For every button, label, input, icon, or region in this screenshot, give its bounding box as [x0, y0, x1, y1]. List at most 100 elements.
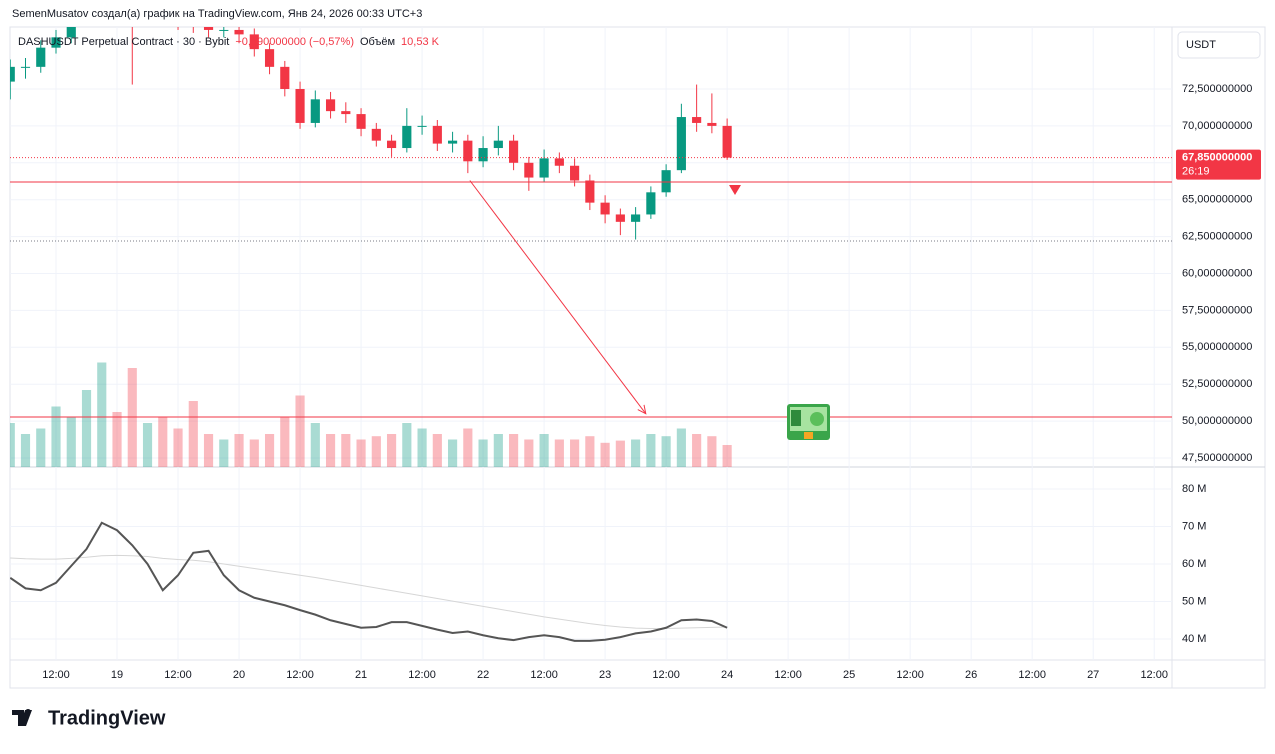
volume-bar — [142, 423, 153, 467]
legend: DASHUSDT Perpetual Contract · 30 · Bybit… — [18, 36, 440, 48]
countdown: 26:19 — [1182, 166, 1210, 178]
last-price-label: 67,850000000 — [1182, 152, 1252, 164]
candle-body — [478, 148, 488, 162]
volume-bar — [722, 445, 732, 467]
currency[interactable]: USDT — [1186, 39, 1216, 51]
volume-bar — [280, 417, 290, 467]
volume-bar — [10, 423, 15, 467]
volume-bar — [356, 439, 366, 467]
volume-bar — [402, 423, 412, 467]
y-tick-label: 47,500000000 — [1182, 452, 1252, 464]
legend-volume-value: 10,53 K — [401, 36, 440, 48]
author-line: SemenMusatov создал(а) график на Trading… — [12, 8, 422, 20]
candle-body — [10, 66, 15, 82]
indicator-line — [10, 521, 728, 642]
candle-body — [509, 140, 519, 163]
volume-bar — [264, 434, 275, 467]
volume-bar — [676, 428, 686, 467]
volume-bar — [188, 401, 198, 467]
x-tick-label: 12:00 — [408, 669, 436, 681]
x-tick-label: 12:00 — [1018, 669, 1046, 681]
volume-bar — [524, 439, 534, 467]
arrow-head — [637, 404, 647, 415]
candle-body — [402, 125, 412, 149]
volume-bar — [112, 412, 122, 467]
candle-body — [20, 66, 31, 68]
x-tick-label: 27 — [1087, 669, 1099, 681]
volume-bar — [417, 428, 427, 467]
candle-body — [51, 37, 61, 48]
ind-tick-label: 40 M — [1182, 633, 1206, 645]
y-tick-label: 72,500000000 — [1182, 83, 1252, 95]
candle-body — [325, 99, 336, 112]
y-tick-label: 52,500000000 — [1182, 378, 1252, 390]
frame — [9, 26, 1266, 689]
volume-bar — [341, 434, 351, 467]
volume-bar — [249, 439, 259, 467]
volume-bar — [615, 440, 625, 467]
volume-bar — [554, 439, 564, 467]
volume-bar — [20, 434, 31, 467]
x-tick-label: 12:00 — [530, 669, 558, 681]
volume-bar — [509, 434, 519, 467]
volume-bar — [158, 417, 168, 467]
x-tick-label: 12:00 — [164, 669, 192, 681]
candle-body — [371, 128, 381, 141]
x-tick-label: 21 — [355, 669, 367, 681]
candle-body — [386, 140, 397, 149]
volume-bar — [310, 423, 320, 467]
alert-marker[interactable] — [729, 185, 741, 195]
y-tick-label: 70,000000000 — [1182, 120, 1252, 132]
main-pane — [10, 23, 1172, 467]
volume-bar — [493, 434, 503, 467]
volume-bar — [478, 439, 488, 467]
candle-body — [310, 99, 320, 123]
candle-body — [585, 180, 595, 203]
currency-box[interactable] — [1177, 31, 1261, 59]
candle-body — [631, 214, 641, 222]
candle-body — [341, 111, 351, 115]
legend-change: −0,390000000 (−0,57%) — [235, 36, 354, 48]
candle-body — [432, 125, 442, 144]
brand[interactable]: TradingView — [48, 707, 166, 729]
x-tick-label: 20 — [233, 669, 245, 681]
candle-body — [539, 158, 549, 178]
volume-bar — [661, 436, 671, 467]
candle-body — [707, 122, 717, 126]
x-tick-label: 25 — [843, 669, 855, 681]
symbol-title[interactable]: DASHUSDT Perpetual Contract · 30 · Bybit — [18, 36, 229, 48]
candle-body — [570, 165, 580, 181]
candle-body — [615, 214, 625, 222]
x-tick-label: 19 — [111, 669, 123, 681]
candle-body — [661, 170, 671, 193]
candle-body — [646, 192, 656, 215]
tv-logo[interactable]: TradingView — [12, 707, 166, 729]
x-tick-label: 12:00 — [286, 669, 314, 681]
candle-body — [554, 158, 564, 166]
x-tick-label: 12:00 — [42, 669, 70, 681]
candle-body — [417, 125, 427, 127]
candle-body — [66, 27, 76, 38]
volume-bar — [539, 434, 549, 467]
candle-body — [234, 29, 244, 35]
x-tick-label: 24 — [721, 669, 733, 681]
candle-body — [249, 34, 259, 50]
y-tick-label: 60,000000000 — [1182, 267, 1252, 279]
volume-bar — [600, 442, 610, 467]
ind-tick-label: 70 M — [1182, 520, 1206, 532]
grid — [10, 27, 1172, 660]
volume-bar — [51, 406, 61, 467]
candle-body — [189, 23, 198, 26]
candle-body — [219, 29, 229, 31]
indicator-ma — [10, 554, 728, 630]
y-tick-label: 55,000000000 — [1182, 341, 1252, 353]
x-tick-label: 12:00 — [774, 669, 802, 681]
last-price-box — [1176, 149, 1261, 180]
candle-body — [36, 47, 46, 67]
volume-bar — [295, 395, 305, 467]
x-tick-label: 23 — [599, 669, 611, 681]
candle-body — [692, 117, 702, 123]
volume-bar — [127, 368, 137, 467]
y-tick-label: 50,000000000 — [1182, 415, 1252, 427]
